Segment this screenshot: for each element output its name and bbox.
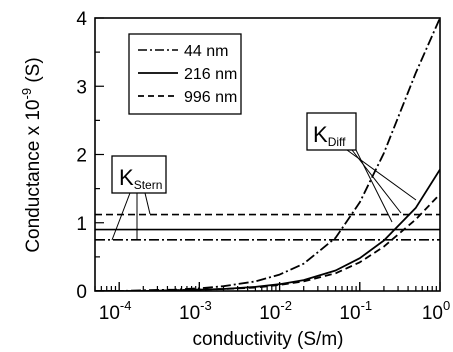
legend-label-996nm: 996 nm [184, 89, 237, 106]
x-axis-title: conductivity (S/m) [193, 329, 344, 350]
k-stern-leader-1 [112, 193, 130, 240]
k-stern-callout: KStern [112, 156, 166, 240]
y-axis-title: Conductance x 10-9 (S) [19, 57, 44, 252]
x-tick-label: 10-4 [99, 298, 132, 324]
legend-label-44nm: 44 nm [184, 43, 228, 60]
x-tick-label: 10-2 [259, 298, 292, 324]
k-diff-leader-3 [356, 150, 392, 222]
x-tick-label: 10-1 [339, 298, 372, 324]
series-line-996nm [95, 194, 440, 291]
y-tick-label: 3 [76, 77, 87, 98]
legend-label-216nm: 216 nm [184, 66, 237, 83]
y-tick-label: 2 [76, 146, 87, 167]
legend: 44 nm 216 nm 996 nm [129, 34, 241, 114]
y-tick-label: 4 [76, 9, 87, 30]
y-tick-label: 0 [76, 282, 87, 303]
x-tick-label: 10-3 [179, 298, 212, 324]
x-tick-label: 100 [422, 298, 450, 324]
y-tick-label: 1 [76, 214, 87, 235]
k-diff-callout: KDiff [307, 113, 416, 222]
k-stern-leader-3 [145, 193, 150, 214]
